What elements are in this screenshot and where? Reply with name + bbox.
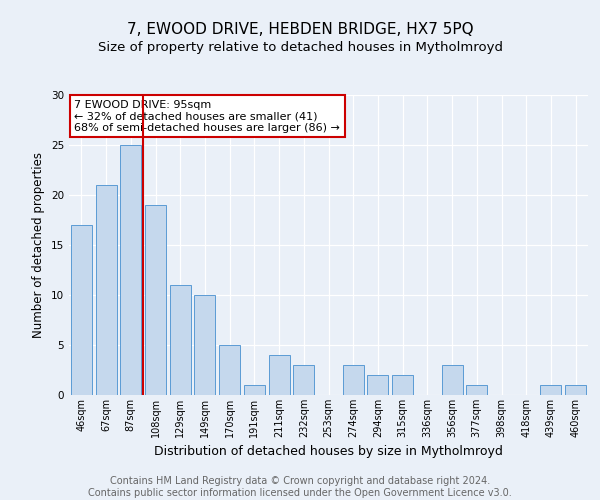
Text: Contains HM Land Registry data © Crown copyright and database right 2024.
Contai: Contains HM Land Registry data © Crown c… bbox=[88, 476, 512, 498]
Bar bbox=[71, 225, 92, 395]
Bar bbox=[466, 385, 487, 395]
Bar bbox=[244, 385, 265, 395]
Text: Size of property relative to detached houses in Mytholmroyd: Size of property relative to detached ho… bbox=[97, 41, 503, 54]
Bar bbox=[95, 185, 116, 395]
Bar bbox=[120, 145, 141, 395]
Bar bbox=[442, 365, 463, 395]
Bar bbox=[367, 375, 388, 395]
Bar bbox=[565, 385, 586, 395]
Bar bbox=[145, 205, 166, 395]
Bar bbox=[293, 365, 314, 395]
Bar bbox=[170, 285, 191, 395]
Y-axis label: Number of detached properties: Number of detached properties bbox=[32, 152, 46, 338]
Bar bbox=[269, 355, 290, 395]
Bar bbox=[219, 345, 240, 395]
Text: 7, EWOOD DRIVE, HEBDEN BRIDGE, HX7 5PQ: 7, EWOOD DRIVE, HEBDEN BRIDGE, HX7 5PQ bbox=[127, 22, 473, 38]
Bar bbox=[343, 365, 364, 395]
Text: 7 EWOOD DRIVE: 95sqm
← 32% of detached houses are smaller (41)
68% of semi-detac: 7 EWOOD DRIVE: 95sqm ← 32% of detached h… bbox=[74, 100, 340, 132]
X-axis label: Distribution of detached houses by size in Mytholmroyd: Distribution of detached houses by size … bbox=[154, 446, 503, 458]
Bar bbox=[194, 295, 215, 395]
Bar bbox=[541, 385, 562, 395]
Bar bbox=[392, 375, 413, 395]
